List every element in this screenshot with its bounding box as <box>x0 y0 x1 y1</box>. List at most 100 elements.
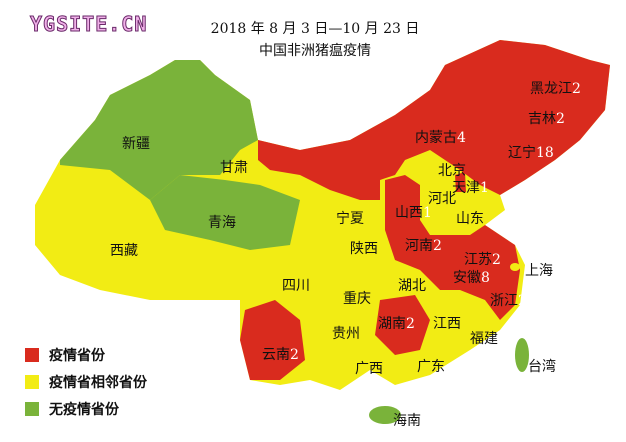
province-name: 青海 <box>208 215 236 231</box>
province-label: 安徽8 <box>453 267 490 287</box>
province-name: 上海 <box>525 263 553 279</box>
region-tianjin <box>455 172 466 192</box>
province-name: 广东 <box>417 359 445 375</box>
province-name: 宁夏 <box>336 211 364 227</box>
province-label: 吉林2 <box>528 108 565 128</box>
province-label: 内蒙古4 <box>415 127 466 147</box>
case-count: 2 <box>406 316 415 332</box>
province-name: 四川 <box>282 278 310 294</box>
province-label: 河南2 <box>405 235 442 255</box>
province-name: 北京 <box>438 163 466 179</box>
province-label: 湖南2 <box>378 313 415 333</box>
province-label: 江苏2 <box>464 249 501 269</box>
province-label: 陕西 <box>350 238 378 258</box>
province-label: 福建 <box>470 328 498 348</box>
region-yunnan <box>240 300 305 380</box>
case-count: 8 <box>481 270 490 286</box>
legend-outbreak: 疫情省份 <box>25 345 105 365</box>
legend-label: 疫情省份 <box>49 348 105 364</box>
province-label: 山西1 <box>395 202 432 222</box>
province-label: 西藏 <box>110 240 138 260</box>
case-count: 2 <box>518 293 527 309</box>
province-name: 福建 <box>470 331 498 347</box>
province-name: 安徽 <box>453 270 481 286</box>
case-count: 2 <box>433 238 442 254</box>
legend-swatch <box>25 402 39 416</box>
province-name: 吉林 <box>528 111 556 127</box>
province-label: 重庆 <box>343 288 371 308</box>
case-count: 2 <box>492 252 501 268</box>
province-label: 青海 <box>208 212 236 232</box>
case-count: 2 <box>572 81 581 97</box>
province-name: 西藏 <box>110 243 138 259</box>
region-central-outbreak <box>385 175 520 320</box>
province-name: 河北 <box>428 191 456 207</box>
province-label: 天津1 <box>452 177 489 197</box>
province-name: 陕西 <box>350 241 378 257</box>
province-label: 贵州 <box>332 323 360 343</box>
region-shanghai <box>510 263 520 271</box>
province-name: 贵州 <box>332 326 360 342</box>
province-name: 山东 <box>456 211 484 227</box>
province-name: 黑龙江 <box>530 81 572 97</box>
site-logo: YGSITE.CN <box>29 12 148 37</box>
province-label: 广东 <box>417 356 445 376</box>
title-date-range: 2018 年 8 月 3 日—10 月 23 日 <box>210 21 420 37</box>
province-name: 广西 <box>355 361 383 377</box>
province-name: 河南 <box>405 238 433 254</box>
province-name: 湖北 <box>398 278 426 294</box>
province-name: 江西 <box>433 316 461 332</box>
province-label: 黑龙江2 <box>530 78 581 98</box>
province-label: 海南 <box>393 410 421 430</box>
province-name: 辽宁 <box>508 145 536 161</box>
province-label: 台湾 <box>528 356 556 376</box>
province-label: 云南2 <box>262 344 299 364</box>
province-name: 湖南 <box>378 316 406 332</box>
province-label: 四川 <box>282 275 310 295</box>
province-name: 新疆 <box>122 136 150 152</box>
title: 中国非洲猪瘟疫情 <box>259 43 371 59</box>
province-label: 山东 <box>456 208 484 228</box>
province-label: 甘肃 <box>220 157 248 177</box>
province-label: 辽宁18 <box>508 142 554 162</box>
legend-label: 疫情省相邻省份 <box>49 375 147 391</box>
case-count: 4 <box>457 130 466 146</box>
case-count: 2 <box>556 111 565 127</box>
region-hunan <box>375 295 430 355</box>
region-hainan <box>369 406 401 424</box>
case-count: 1 <box>423 205 432 221</box>
legend-swatch <box>25 348 39 362</box>
legend-label: 无疫情省份 <box>49 402 119 418</box>
region-xinjiang <box>60 60 258 200</box>
province-name: 海南 <box>393 413 421 429</box>
region-qinghai <box>150 175 300 250</box>
province-name: 内蒙古 <box>415 130 457 146</box>
province-label: 河北 <box>428 188 456 208</box>
province-label: 上海 <box>525 260 553 280</box>
region-north-outbreak <box>258 40 610 200</box>
case-count: 1 <box>480 180 489 196</box>
province-name: 天津 <box>452 180 480 196</box>
province-label: 广西 <box>355 358 383 378</box>
province-name: 台湾 <box>528 359 556 375</box>
province-label: 江西 <box>433 313 461 333</box>
case-count: 18 <box>536 145 554 161</box>
province-name: 云南 <box>262 347 290 363</box>
province-name: 山西 <box>395 205 423 221</box>
legend-swatch <box>25 375 39 389</box>
province-label: 浙江2 <box>490 290 527 310</box>
province-name: 浙江 <box>490 293 518 309</box>
province-label: 北京 <box>438 160 466 180</box>
case-count: 2 <box>290 347 299 363</box>
legend-none: 无疫情省份 <box>25 399 119 419</box>
province-name: 甘肃 <box>220 160 248 176</box>
province-label: 湖北 <box>398 275 426 295</box>
province-name: 江苏 <box>464 252 492 268</box>
legend-adjacent: 疫情省相邻省份 <box>25 372 147 392</box>
region-taiwan <box>515 338 529 372</box>
province-label: 宁夏 <box>336 208 364 228</box>
province-name: 重庆 <box>343 291 371 307</box>
province-label: 新疆 <box>122 133 150 153</box>
